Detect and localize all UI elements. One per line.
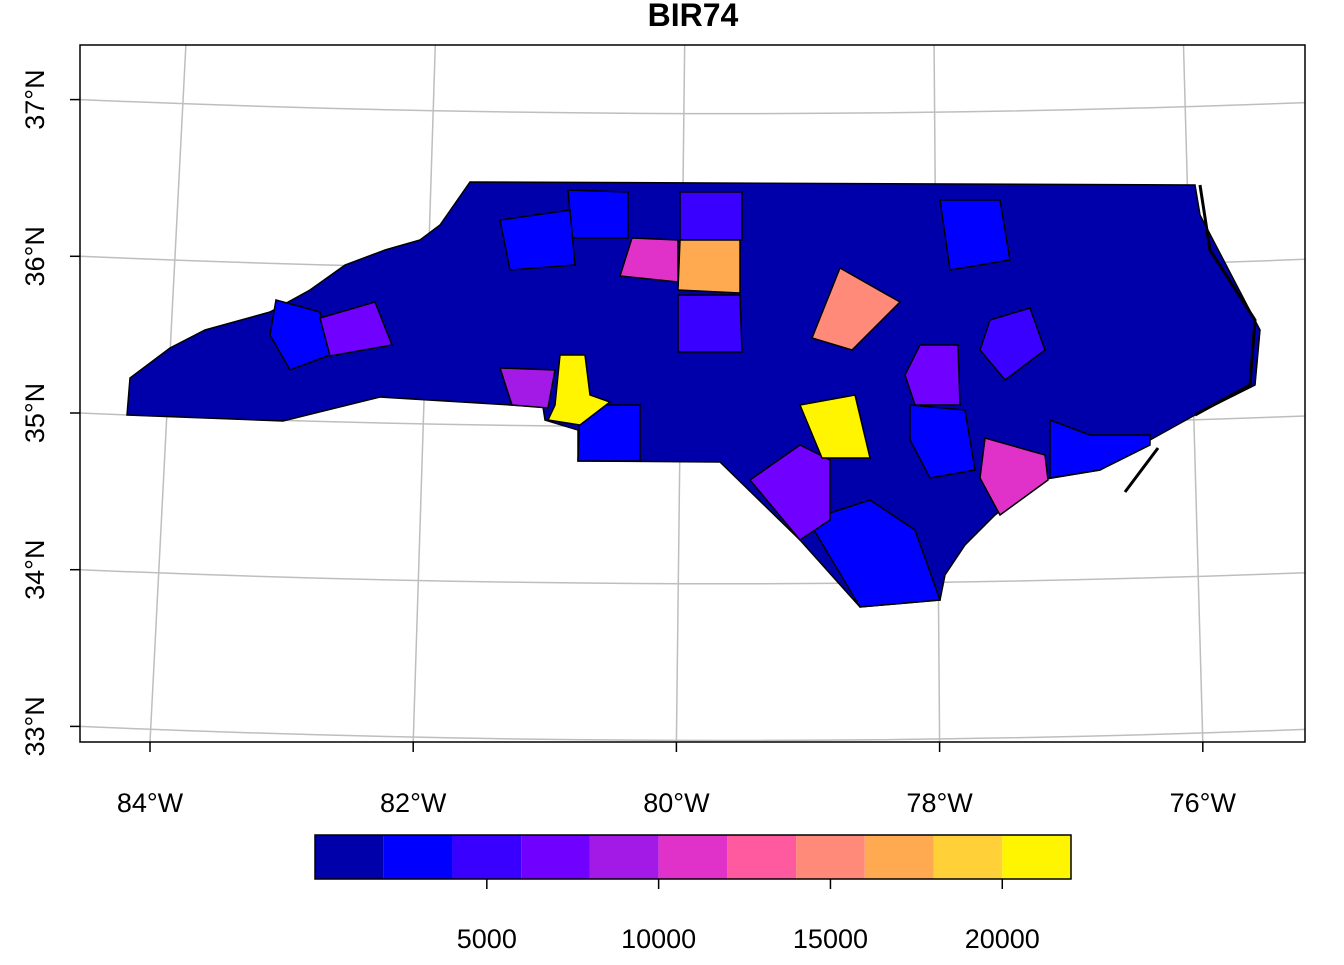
county	[806, 499, 942, 608]
county	[909, 404, 976, 479]
legend-swatch	[383, 835, 453, 879]
legend-swatch	[658, 835, 728, 879]
y-tick-label: 36°N	[20, 226, 50, 286]
legend: 5000 10000 15000 20000	[314, 834, 1072, 954]
county	[939, 199, 1011, 271]
legend-swatch	[589, 835, 659, 879]
y-tick-label: 35°N	[20, 383, 50, 443]
grid-line	[79, 725, 1306, 742]
county	[979, 437, 1049, 517]
county	[677, 239, 741, 294]
plot-frame	[79, 44, 1306, 743]
county	[567, 189, 629, 239]
legend-swatch	[1002, 835, 1071, 879]
county	[1049, 418, 1151, 479]
axes: 84°W 82°W 80°W 78°W 76°W 33°N 34°N 35°N 36°N 37°N	[20, 69, 1236, 818]
grid-line	[79, 98, 1306, 115]
legend-swatch	[864, 835, 934, 879]
county	[499, 209, 576, 271]
legend-tick-label: 5000	[457, 924, 517, 954]
county	[677, 294, 743, 353]
county	[498, 367, 556, 409]
legend-swatch	[933, 835, 1003, 879]
legend-swatch	[796, 835, 865, 879]
county	[269, 299, 331, 371]
chart-title: BIR74	[648, 0, 739, 33]
counties	[126, 181, 1261, 608]
legend-swatch	[315, 835, 384, 879]
county	[979, 307, 1046, 382]
outer-banks	[1123, 184, 1257, 493]
legend-frame	[314, 834, 1072, 880]
y-tick-label: 34°N	[20, 540, 50, 600]
legend-swatch	[727, 835, 797, 879]
county	[904, 344, 961, 406]
county	[810, 266, 902, 351]
x-tick-label: 78°W	[906, 788, 973, 818]
grid-line	[79, 568, 1306, 585]
county	[546, 354, 612, 426]
county	[798, 394, 871, 459]
county	[748, 444, 831, 541]
y-tick-label: 37°N	[20, 69, 50, 129]
x-tick-label: 76°W	[1170, 788, 1237, 818]
x-tick-label: 82°W	[380, 788, 447, 818]
county	[319, 301, 394, 357]
x-tick-label: 80°W	[643, 788, 710, 818]
legend-tick-label: 10000	[621, 924, 696, 954]
legend-swatch	[452, 835, 522, 879]
county	[679, 191, 743, 241]
y-tick-label: 33°N	[20, 696, 50, 756]
legend-swatch	[521, 835, 590, 879]
county	[577, 404, 641, 462]
legend-tick-label: 15000	[793, 924, 868, 954]
x-tick-label: 84°W	[117, 788, 184, 818]
legend-tick-label: 20000	[965, 924, 1040, 954]
